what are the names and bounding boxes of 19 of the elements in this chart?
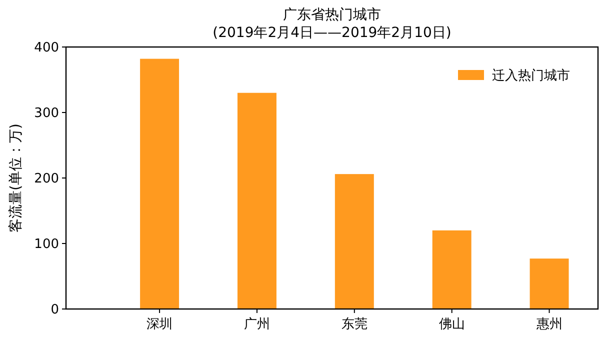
y-tick-label: 0 — [50, 302, 59, 318]
bar — [140, 58, 180, 309]
x-tick-label: 广州 — [244, 317, 270, 332]
bar — [432, 230, 472, 309]
x-tick-label: 东莞 — [341, 317, 368, 332]
x-tick-label: 深圳 — [146, 317, 173, 332]
bar — [334, 174, 374, 309]
bar — [530, 258, 569, 309]
y-tick-label: 200 — [34, 172, 59, 187]
y-tick-label: 300 — [34, 106, 59, 122]
x-tick-label: 佛山 — [438, 317, 465, 332]
chart-title: 广东省热门城市 — [283, 7, 381, 23]
y-tick-label: 100 — [34, 237, 59, 252]
y-tick-label: 400 — [34, 40, 59, 56]
chart-subtitle: (2019年2月4日——2019年2月10日) — [212, 25, 452, 41]
bar — [237, 92, 276, 309]
y-axis-title: 客流量(单位：万) — [8, 124, 24, 232]
x-tick-label: 惠州 — [535, 317, 562, 332]
legend-label: 迁入热门城市 — [492, 68, 570, 84]
